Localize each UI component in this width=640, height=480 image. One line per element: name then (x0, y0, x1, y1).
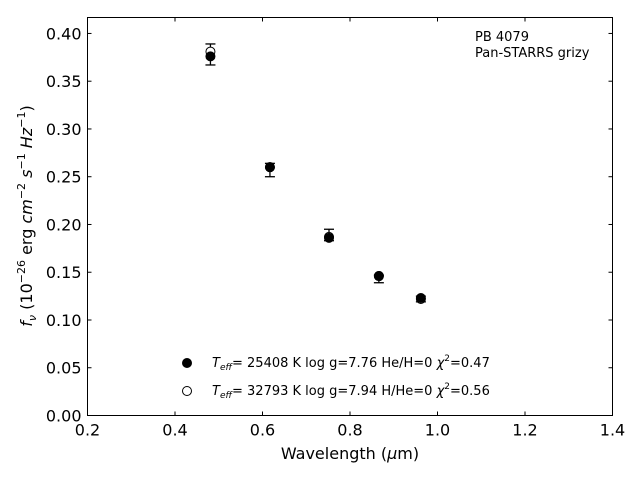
annotation-star-name: PB 4079 (475, 30, 529, 45)
legend-entry-2: Teff= 32793 K log g=7.94 H/He=0 χ2=0.56 (212, 382, 490, 401)
legend-entry-1: Teff= 25408 K log g=7.76 He/H=0 χ2=0.47 (212, 354, 490, 373)
y-tick-label: 0.40 (46, 24, 82, 43)
y-axis-label: fν (10−26 erg cm−2 s−1 Hz−1) (15, 105, 39, 326)
y-tick-label: 0.35 (46, 72, 82, 91)
y-tick-label: 0.25 (46, 168, 82, 187)
y-tick-label: 0.15 (46, 263, 82, 282)
point-filled (264, 162, 275, 173)
point-filled (415, 293, 426, 304)
y-tick-label: 0.20 (46, 215, 82, 234)
point-filled (205, 51, 216, 62)
legend-entry-2-chi: =0.56 (450, 384, 490, 399)
legend-marker-open (182, 386, 192, 396)
y-tick-label: 0.00 (46, 407, 82, 426)
legend: Teff= 25408 K log g=7.76 He/H=0 χ2=0.47 … (182, 354, 490, 401)
y-tick-label: 0.10 (46, 311, 82, 330)
x-axis-label: Wavelength (μm) (281, 444, 419, 463)
error-bars (205, 43, 426, 303)
legend-entry-2-params: = 32793 K log g=7.94 H/He=0 (232, 384, 437, 399)
legend-entry-1-params: = 25408 K log g=7.76 He/H=0 (232, 356, 437, 371)
legend-marker-filled (182, 358, 192, 368)
y-tick-label: 0.05 (46, 359, 82, 378)
plot-frame (87, 17, 613, 416)
legend-entry-1-chi: =0.47 (450, 356, 490, 371)
annotation-survey: Pan-STARRS grizy (475, 46, 590, 61)
svg-text:fν (10−26 erg cm−2 s−1 Hz−1): fν (10−26 erg cm−2 s−1 Hz−1) (15, 105, 39, 326)
point-filled (324, 232, 334, 243)
x-tick-label: 0.2 (75, 421, 100, 440)
x-tick-label: 0.4 (162, 421, 187, 440)
x-tick-label: 1.4 (600, 421, 625, 440)
x-tick-label: 1.0 (425, 421, 450, 440)
x-tick-label: 0.6 (250, 421, 275, 440)
point-filled (373, 271, 384, 282)
ticks: 0.2 0.4 0.6 0.8 1.0 1.2 1.4 0.00 0.05 0.10 0.15 0.2… (46, 17, 625, 440)
star-annotation: PB 4079 Pan-STARRS grizy (475, 30, 590, 61)
x-tick-label: 0.8 (337, 421, 362, 440)
data-points (205, 46, 426, 304)
x-tick-label: 1.2 (512, 421, 537, 440)
y-tick-label: 0.30 (46, 120, 82, 139)
